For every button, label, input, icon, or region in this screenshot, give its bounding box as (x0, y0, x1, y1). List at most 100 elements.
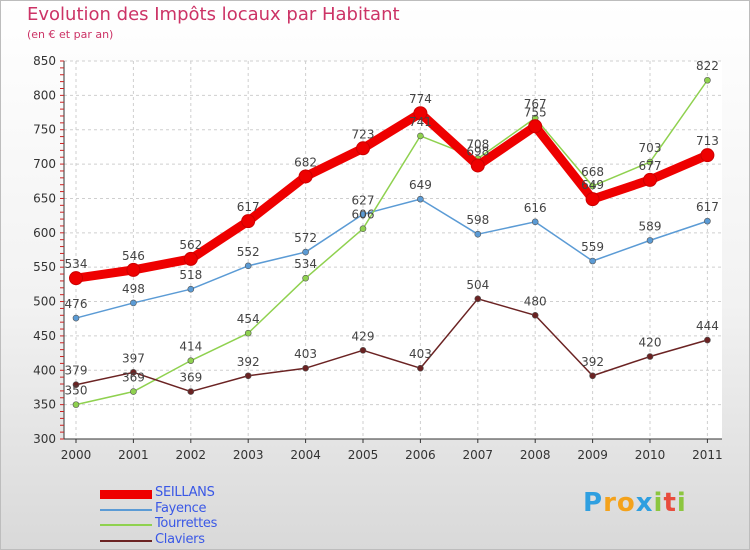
data-label-claviers: 444 (696, 319, 719, 333)
data-label-tourrettes: 767 (524, 97, 547, 111)
point-tourrettes (646, 158, 654, 166)
data-label-tourrettes: 703 (639, 141, 662, 155)
point-tourrettes (187, 357, 195, 364)
legend-swatch-seillans (100, 489, 152, 499)
proxiti-logo: Proxiti (583, 488, 687, 518)
y-tick-label: 400 (33, 363, 56, 377)
data-label-tourrettes: 534 (294, 257, 317, 271)
point-claviers (302, 364, 309, 372)
point-seillans (413, 106, 428, 121)
point-seillans (585, 192, 600, 207)
point-claviers (130, 369, 137, 376)
point-claviers (417, 364, 424, 372)
data-label-tourrettes: 454 (237, 312, 260, 326)
data-label-claviers: 403 (294, 347, 317, 361)
data-label-seillans: 534 (65, 257, 88, 271)
data-label-tourrettes: 822 (696, 59, 719, 73)
legend-swatch-fayence (100, 508, 152, 511)
series-line-fayence (75, 198, 709, 319)
data-label-tourrettes: 350 (65, 384, 88, 398)
point-seillans (298, 169, 313, 184)
data-label-tourrettes: 414 (179, 340, 202, 354)
point-seillans (470, 158, 485, 173)
series-line-tourrettes (75, 79, 709, 406)
point-fayence (704, 217, 711, 225)
data-label-claviers: 392 (237, 355, 260, 369)
data-label-fayence: 649 (409, 178, 432, 192)
x-tick-label: 2001 (118, 448, 149, 462)
series-line-claviers (75, 298, 709, 393)
chart-title: Evolution des Impôts locaux par Habitant (27, 4, 400, 25)
chart-subtitle: (en € et par an) (27, 28, 114, 41)
point-fayence (187, 285, 195, 293)
x-tick-label: 2009 (577, 448, 608, 462)
point-tourrettes (302, 274, 309, 282)
point-tourrettes (72, 401, 80, 408)
point-fayence (531, 218, 539, 226)
data-label-fayence: 617 (696, 200, 719, 214)
x-tick-label: 2005 (348, 448, 379, 462)
point-claviers (474, 295, 482, 303)
data-label-fayence: 476 (65, 297, 88, 311)
point-seillans (356, 141, 370, 156)
y-tick-label: 800 (33, 88, 56, 102)
point-fayence (646, 237, 654, 244)
y-tick-label: 500 (33, 295, 56, 309)
plot-area (64, 61, 722, 439)
data-label-claviers: 429 (352, 329, 375, 343)
x-tick-label: 2002 (176, 448, 207, 462)
x-tick-label: 2006 (405, 448, 436, 462)
x-tick-label: 2010 (635, 448, 666, 462)
point-claviers (359, 347, 367, 354)
data-label-tourrettes: 668 (581, 165, 604, 179)
y-tick-label: 750 (33, 123, 56, 137)
point-claviers (72, 381, 80, 389)
data-label-claviers: 397 (122, 351, 145, 365)
legend-label-seillans: SEILLANS (155, 485, 215, 500)
data-label-tourrettes: 708 (466, 138, 489, 152)
y-tick-label: 850 (33, 54, 56, 68)
y-tick-label: 600 (33, 226, 56, 240)
legend-label-claviers: Claviers (155, 531, 205, 547)
data-label-fayence: 518 (179, 268, 202, 282)
point-fayence (244, 262, 252, 270)
data-label-seillans: 698 (466, 144, 489, 158)
point-seillans (528, 119, 543, 134)
point-tourrettes (417, 132, 424, 140)
point-claviers (531, 311, 539, 319)
point-fayence (359, 210, 367, 218)
data-label-seillans: 677 (639, 159, 662, 173)
data-label-tourrettes: 369 (122, 371, 145, 385)
data-label-fayence: 572 (294, 231, 317, 245)
x-tick-label: 2000 (61, 448, 92, 462)
point-seillans (126, 262, 141, 277)
data-label-fayence: 598 (466, 213, 489, 227)
point-tourrettes (359, 225, 367, 232)
series-line-seillans (71, 108, 712, 283)
data-label-claviers: 504 (466, 278, 489, 292)
point-fayence (417, 195, 424, 203)
data-label-seillans: 713 (696, 134, 719, 148)
point-seillans (69, 271, 83, 286)
data-label-tourrettes: 741 (409, 115, 432, 129)
y-tick-label: 300 (33, 432, 56, 446)
y-tick-label: 350 (33, 398, 56, 412)
point-claviers (244, 372, 252, 380)
data-label-fayence: 616 (524, 201, 547, 215)
data-label-seillans: 755 (524, 105, 547, 119)
data-label-fayence: 589 (639, 219, 662, 233)
point-tourrettes (130, 388, 137, 395)
x-tick-label: 2007 (463, 448, 494, 462)
x-tick-label: 2003 (233, 448, 264, 462)
point-claviers (187, 388, 195, 395)
y-tick-label: 700 (33, 157, 56, 171)
legend-swatch-tourrettes (100, 524, 152, 526)
legend-swatch-claviers (100, 539, 152, 542)
point-fayence (589, 257, 596, 265)
point-seillans (643, 172, 657, 187)
point-claviers (646, 353, 654, 360)
x-tick-label: 2004 (290, 448, 321, 462)
data-label-fayence: 559 (581, 240, 604, 254)
point-claviers (704, 336, 711, 344)
